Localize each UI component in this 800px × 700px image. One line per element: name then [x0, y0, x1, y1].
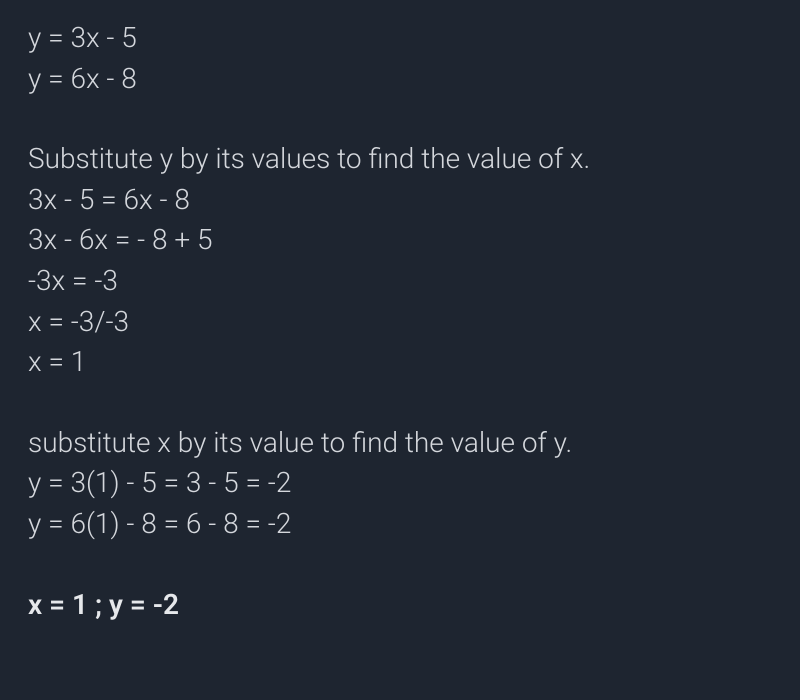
spacer	[28, 383, 772, 423]
section1-step-0: 3x - 5 = 6x - 8	[28, 180, 772, 221]
section1-heading: Substitute y by its values to find the v…	[28, 139, 772, 180]
section1-step-2: -3x = -3	[28, 261, 772, 302]
section2-step-0: y = 3(1) - 5 = 3 - 5 = -2	[28, 463, 772, 504]
math-solution: y = 3x - 5 y = 6x - 8 Substitute y by it…	[28, 18, 772, 625]
section1-step-3: x = -3/-3	[28, 302, 772, 343]
result: x = 1 ; y = -2	[28, 585, 772, 626]
spacer	[28, 99, 772, 139]
equation-1: y = 3x - 5	[28, 18, 772, 59]
section1-step-4: x = 1	[28, 342, 772, 383]
section2-heading: substitute x by its value to find the va…	[28, 423, 772, 464]
section1-step-1: 3x - 6x = - 8 + 5	[28, 220, 772, 261]
spacer	[28, 545, 772, 585]
equation-2: y = 6x - 8	[28, 59, 772, 100]
section2-step-1: y = 6(1) - 8 = 6 - 8 = -2	[28, 504, 772, 545]
